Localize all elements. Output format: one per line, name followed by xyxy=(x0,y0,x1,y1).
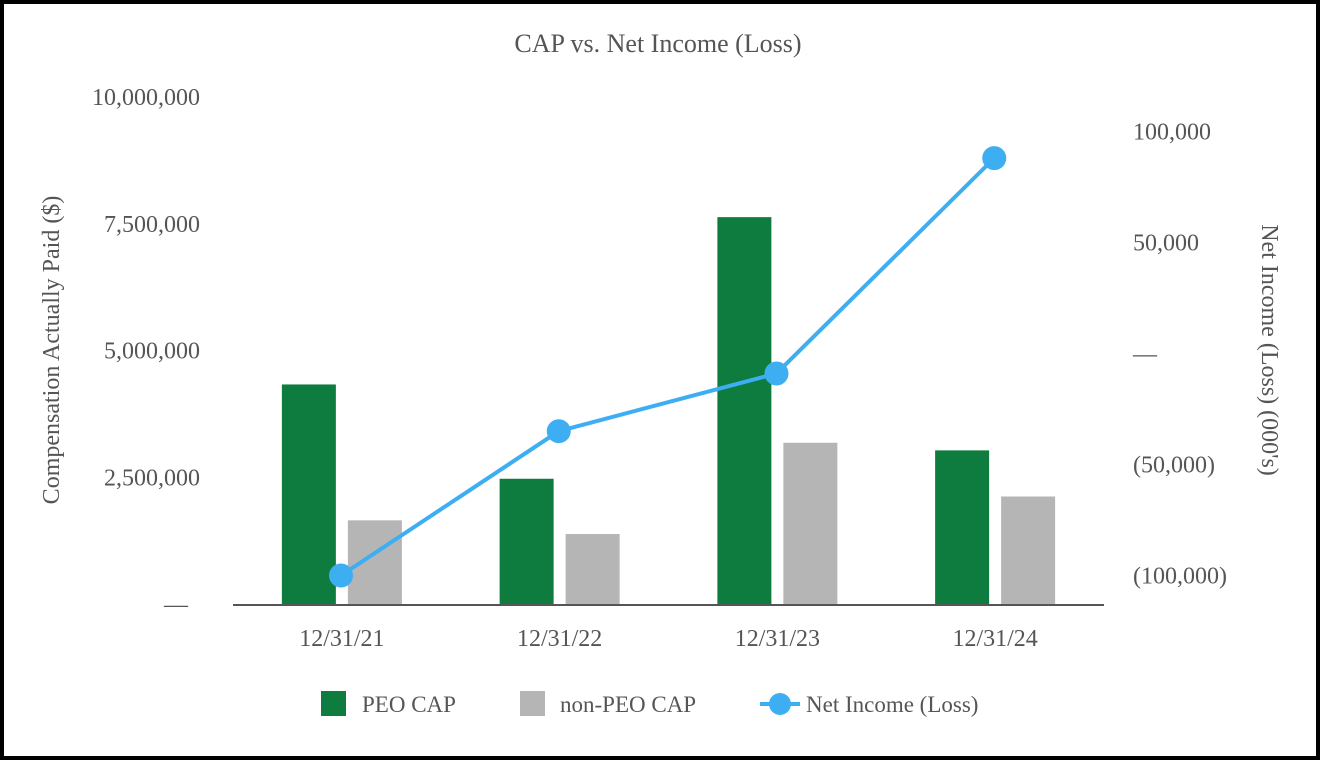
x-tick-label: 12/31/24 xyxy=(952,626,1037,652)
y2-tick-label: — xyxy=(1132,342,1158,368)
point-net-income-loss-12-31-24 xyxy=(982,146,1007,171)
y2-tick-label: (100,000) xyxy=(1133,564,1227,590)
point-net-income-loss-12-31-22 xyxy=(546,419,571,444)
y-tick-label: 2,500,000 xyxy=(104,465,200,491)
bar-non-peo-cap-12-31-24 xyxy=(1001,496,1056,605)
bars xyxy=(281,217,1056,605)
x-tick-label: 12/31/22 xyxy=(517,626,602,652)
legend-label-peo-cap: PEO CAP xyxy=(362,692,456,717)
net-income-line-series xyxy=(329,146,1007,588)
y-axis-label: Compensation Actually Paid ($) xyxy=(39,196,65,505)
bar-non-peo-cap-12-31-23 xyxy=(783,442,838,605)
point-net-income-loss-12-31-21 xyxy=(329,563,353,588)
legend-label-net-income: Net Income (Loss) xyxy=(806,692,978,717)
y-tick-label: 10,000,000 xyxy=(92,85,200,111)
legend: PEO CAP non-PEO CAP Net Income (Loss) xyxy=(321,691,978,717)
y2-axis-label: Net Income (Loss) (000's) xyxy=(1256,224,1282,476)
line-net-income-loss xyxy=(339,156,996,578)
y2-tick-label: 100,000 xyxy=(1133,120,1211,146)
legend-swatch-non-peo-cap xyxy=(520,691,545,716)
bar-peo-cap-12-31-21 xyxy=(281,384,336,605)
y2-axis-ticks: (100,000) (50,000) — 50,000 100,000 xyxy=(1132,120,1227,590)
point-net-income-loss-12-31-23 xyxy=(764,361,789,386)
x-axis-ticks: 12/31/21 12/31/22 12/31/23 12/31/24 xyxy=(299,626,1038,652)
bar-non-peo-cap-12-31-22 xyxy=(565,534,620,605)
bar-peo-cap-12-31-23 xyxy=(717,217,772,605)
y-axis-ticks: — 2,500,000 5,000,000 7,500,000 10,000,000 xyxy=(92,85,200,618)
bar-non-peo-cap-12-31-21 xyxy=(347,520,402,605)
x-tick-label: 12/31/23 xyxy=(735,626,820,652)
chart-title: CAP vs. Net Income (Loss) xyxy=(514,29,801,58)
legend-marker-net-income xyxy=(769,693,791,715)
legend-swatch-peo-cap xyxy=(321,691,346,716)
y2-tick-label: 50,000 xyxy=(1133,231,1199,257)
y-tick-label: 5,000,000 xyxy=(104,339,200,365)
bar-peo-cap-12-31-22 xyxy=(499,478,554,605)
y2-tick-label: (50,000) xyxy=(1133,453,1215,479)
bar-peo-cap-12-31-24 xyxy=(935,450,990,605)
y-tick-label: 7,500,000 xyxy=(104,212,200,238)
x-tick-label: 12/31/21 xyxy=(299,626,384,652)
legend-label-non-peo-cap: non-PEO CAP xyxy=(560,692,696,717)
y-tick-label: — xyxy=(163,592,189,618)
